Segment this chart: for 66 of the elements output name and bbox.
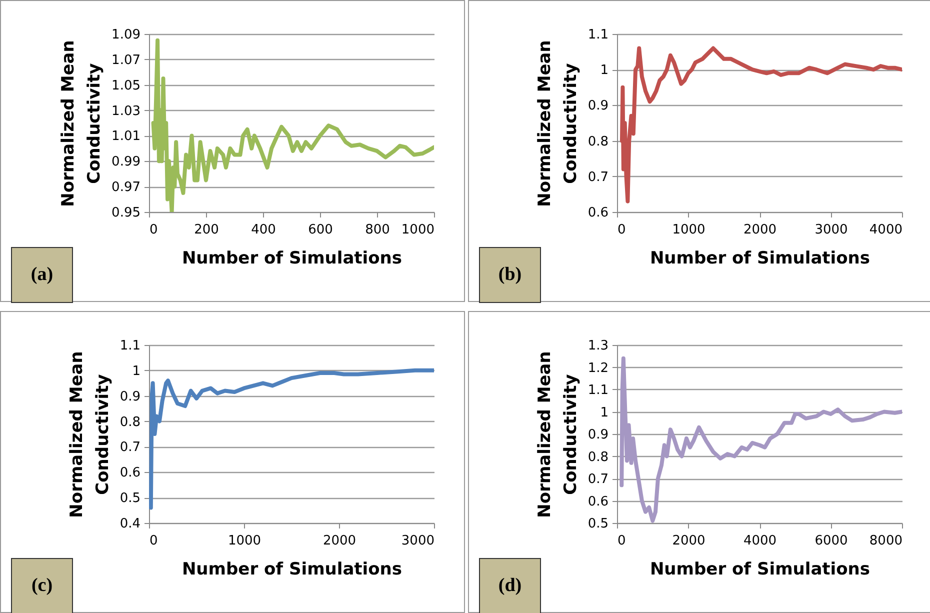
label-box: (b) xyxy=(479,247,541,303)
line-series xyxy=(149,368,434,510)
y-tick-label: 1 xyxy=(600,405,608,420)
y-tick-label: 1.2 xyxy=(588,360,608,376)
x-tick-label: 6000 xyxy=(814,534,848,548)
y-tick-label: 1.01 xyxy=(112,129,140,144)
y-tick-label: 0.9 xyxy=(120,389,140,404)
line-series xyxy=(620,46,902,204)
x-tick-label: 4000 xyxy=(743,534,777,548)
x-tick-label: 0 xyxy=(150,222,158,238)
y-tick-label: 1.05 xyxy=(112,78,140,94)
x-axis-title: Number of Simulations xyxy=(182,248,402,268)
y-tick-label: 1.3 xyxy=(588,338,608,354)
y-tick-label: 1.1 xyxy=(588,28,608,42)
label-box: (c) xyxy=(11,558,73,613)
y-tick-label: 0.99 xyxy=(112,154,140,170)
y-tick-label: 0.8 xyxy=(120,414,140,430)
y-tick-label: 1.03 xyxy=(112,104,140,119)
y-tick-label: 0.8 xyxy=(588,134,608,150)
y-tick-label: 1 xyxy=(132,364,140,379)
y-tick-label: 0.6 xyxy=(120,466,140,481)
y-tick-label: 1.09 xyxy=(112,28,140,42)
y-tick-label: 0.95 xyxy=(112,206,140,220)
y-tick-label: 1.07 xyxy=(112,52,140,68)
y-axis-title: Normalized Mean Conductivity xyxy=(66,351,113,518)
x-tick-label: 0 xyxy=(150,534,158,548)
y-tick-label: 0.7 xyxy=(120,440,140,456)
x-tick-label: 2000 xyxy=(322,534,356,548)
line-series xyxy=(620,356,902,523)
y-tick-label: 0.7 xyxy=(588,472,608,487)
y-tick-label: 0.6 xyxy=(588,494,608,510)
x-axis-title: Number of Simulations xyxy=(650,560,870,580)
x-tick-label: 3000 xyxy=(814,222,848,238)
y-tick-label: 0.7 xyxy=(588,170,608,185)
y-tick-label: 0.4 xyxy=(120,516,140,532)
x-tick-label: 1000 xyxy=(228,534,262,548)
label-box: (a) xyxy=(11,247,73,303)
x-tick-label: 400 xyxy=(251,222,276,238)
x-tick-label: 4000 xyxy=(869,222,902,238)
y-tick-label: 1 xyxy=(600,63,608,78)
y-tick-label: 0.9 xyxy=(588,428,608,442)
x-tick-label: 8000 xyxy=(869,534,902,548)
y-tick-label: 0.9 xyxy=(588,98,608,114)
y-tick-label: 0.8 xyxy=(588,450,608,465)
y-axis-title: Normalized Mean Conductivity xyxy=(534,40,581,207)
x-tick-label: 1000 xyxy=(401,222,434,238)
x-tick-label: 200 xyxy=(194,222,219,238)
y-axis-title: Normalized Mean Conductivity xyxy=(58,40,105,207)
x-tick-label: 2000 xyxy=(672,534,706,548)
x-tick-label: 1000 xyxy=(672,222,706,238)
y-axis-title: Normalized Mean Conductivity xyxy=(534,351,581,518)
x-tick-label: 3000 xyxy=(401,534,434,548)
x-tick-label: 800 xyxy=(365,222,390,238)
x-tick-label: 0 xyxy=(618,222,626,238)
y-tick-label: 0.97 xyxy=(112,180,140,196)
y-tick-label: 1.1 xyxy=(588,383,608,398)
x-axis-title: Number of Simulations xyxy=(182,560,402,580)
y-tick-label: 1.1 xyxy=(120,338,140,354)
y-tick-label: 0.5 xyxy=(588,516,608,532)
x-tick-label: 0 xyxy=(618,534,626,548)
y-tick-label: 0.5 xyxy=(120,491,140,506)
x-tick-label: 600 xyxy=(308,222,333,238)
y-tick-label: 0.6 xyxy=(588,206,608,220)
x-tick-label: 2000 xyxy=(743,222,777,238)
label-box: (d) xyxy=(479,558,541,613)
x-axis-title: Number of Simulations xyxy=(650,248,870,268)
